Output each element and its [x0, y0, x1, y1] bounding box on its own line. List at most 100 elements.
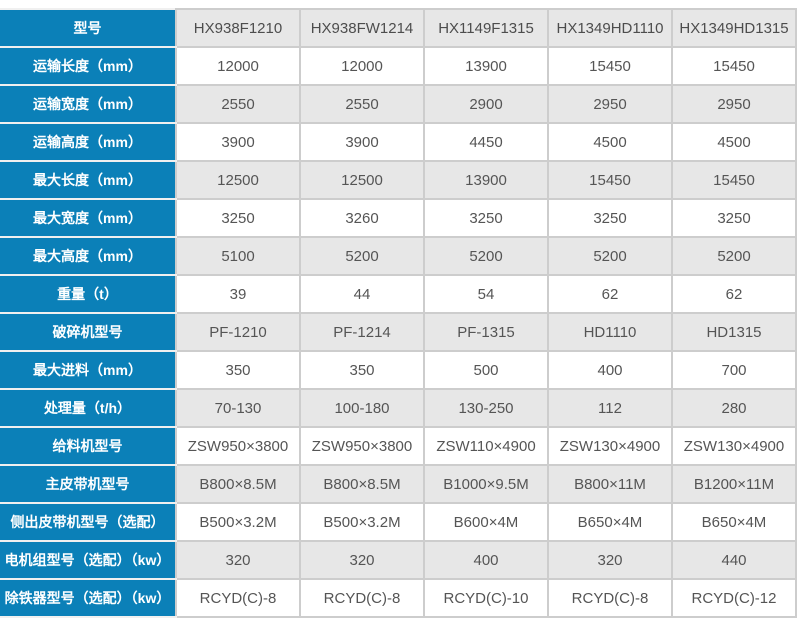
spec-row-main-belt-model: 主皮带机型号 B800×8.5M B800×8.5M B1000×9.5M B8…: [0, 464, 797, 504]
spec-cell: PF-1315: [423, 312, 549, 352]
row-label: 除铁器型号（选配）（kw）: [4, 590, 171, 606]
spec-cell: 3250: [175, 198, 301, 238]
spec-cell: 400: [547, 350, 673, 390]
row-label: 最大高度（mm）: [33, 248, 142, 264]
spec-cell: 3250: [423, 198, 549, 238]
spec-cell: 12500: [175, 160, 301, 200]
spec-cell: B800×8.5M: [175, 464, 301, 504]
spec-cell: 350: [175, 350, 301, 390]
row-label: 重量（t）: [57, 286, 118, 302]
spec-cell: B500×3.2M: [299, 502, 425, 542]
spec-cell: 62: [547, 274, 673, 314]
spec-cell: 2900: [423, 84, 549, 124]
spec-row-genset-model: 电机组型号（选配）（kw） 320 320 400 320 440: [0, 540, 797, 580]
spec-cell: PF-1214: [299, 312, 425, 352]
row-label: 最大长度（mm）: [33, 172, 142, 188]
spec-cell: ZSW110×4900: [423, 426, 549, 466]
row-label: 破碎机型号: [52, 324, 123, 340]
spec-cell: 62: [671, 274, 797, 314]
spec-cell: B800×8.5M: [299, 464, 425, 504]
row-label-cell: 主皮带机型号: [0, 464, 177, 504]
spec-cell: 280: [671, 388, 797, 428]
row-label: 电机组型号（选配）（kw）: [4, 552, 171, 568]
spec-cell: 70-130: [175, 388, 301, 428]
spec-cell: 320: [547, 540, 673, 580]
spec-cell: 4450: [423, 122, 549, 162]
spec-cell: 13900: [423, 160, 549, 200]
row-label-cell: 破碎机型号: [0, 312, 177, 352]
row-label: 最大进料（mm）: [33, 362, 142, 378]
spec-cell: 3900: [299, 122, 425, 162]
spec-cell: 12000: [299, 46, 425, 86]
spec-cell: ZSW950×3800: [175, 426, 301, 466]
spec-cell: 5200: [671, 236, 797, 276]
header-model: HX938FW1214: [299, 8, 425, 48]
spec-row-max-feed: 最大进料（mm） 350 350 500 400 700: [0, 350, 797, 390]
spec-cell: 5200: [547, 236, 673, 276]
spec-row-max-height: 最大高度（mm） 5100 5200 5200 5200 5200: [0, 236, 797, 276]
row-label: 最大宽度（mm）: [33, 210, 142, 226]
spec-cell: 5200: [423, 236, 549, 276]
header-model: HX1349HD1110: [547, 8, 673, 48]
spec-cell: 500: [423, 350, 549, 390]
spec-cell: 13900: [423, 46, 549, 86]
row-label: 运输长度（mm）: [33, 58, 142, 74]
spec-cell: B500×3.2M: [175, 502, 301, 542]
spec-cell: RCYD(C)-12: [671, 578, 797, 618]
spec-row-crusher-model: 破碎机型号 PF-1210 PF-1214 PF-1315 HD1110 HD1…: [0, 312, 797, 352]
spec-row-max-width: 最大宽度（mm） 3250 3260 3250 3250 3250: [0, 198, 797, 238]
spec-cell: HD1110: [547, 312, 673, 352]
spec-cell: B1000×9.5M: [423, 464, 549, 504]
header-model: HX1349HD1315: [671, 8, 797, 48]
spec-cell: 39: [175, 274, 301, 314]
spec-cell: 3900: [175, 122, 301, 162]
spec-cell: B650×4M: [547, 502, 673, 542]
spec-cell: 100-180: [299, 388, 425, 428]
spec-row-capacity: 处理量（t/h） 70-130 100-180 130-250 112 280: [0, 388, 797, 428]
spec-cell: 4500: [547, 122, 673, 162]
spec-cell: 4500: [671, 122, 797, 162]
spec-table: 型号 HX938F1210 HX938FW1214 HX1149F1315 HX…: [0, 8, 797, 618]
row-label-cell: 运输宽度（mm）: [0, 84, 177, 124]
spec-cell: 2550: [175, 84, 301, 124]
row-label-cell: 最大宽度（mm）: [0, 198, 177, 238]
spec-cell: RCYD(C)-10: [423, 578, 549, 618]
spec-row-transport-height: 运输高度（mm） 3900 3900 4450 4500 4500: [0, 122, 797, 162]
spec-cell: RCYD(C)-8: [547, 578, 673, 618]
spec-row-side-belt-model: 侧出皮带机型号（选配） B500×3.2M B500×3.2M B600×4M …: [0, 502, 797, 542]
row-label-cell: 运输长度（mm）: [0, 46, 177, 86]
spec-cell: 2950: [671, 84, 797, 124]
row-label: 主皮带机型号: [45, 476, 130, 492]
row-label: 侧出皮带机型号（选配）: [10, 514, 165, 530]
spec-cell: 12000: [175, 46, 301, 86]
spec-cell: 15450: [547, 160, 673, 200]
header-model: HX1149F1315: [423, 8, 549, 48]
header-row: 型号 HX938F1210 HX938FW1214 HX1149F1315 HX…: [0, 8, 797, 48]
spec-cell: ZSW130×4900: [547, 426, 673, 466]
spec-cell: 3260: [299, 198, 425, 238]
spec-cell: 12500: [299, 160, 425, 200]
spec-cell: 15450: [671, 46, 797, 86]
spec-row-transport-length: 运输长度（mm） 12000 12000 13900 15450 15450: [0, 46, 797, 86]
spec-cell: 112: [547, 388, 673, 428]
spec-cell: HD1315: [671, 312, 797, 352]
spec-cell: ZSW130×4900: [671, 426, 797, 466]
row-label-cell: 处理量（t/h）: [0, 388, 177, 428]
row-label-cell: 最大进料（mm）: [0, 350, 177, 390]
spec-cell: B1200×11M: [671, 464, 797, 504]
spec-cell: 3250: [671, 198, 797, 238]
row-label-cell: 除铁器型号（选配）（kw）: [0, 578, 177, 618]
spec-cell: 44: [299, 274, 425, 314]
spec-row-feeder-model: 给料机型号 ZSW950×3800 ZSW950×3800 ZSW110×490…: [0, 426, 797, 466]
spec-cell: B800×11M: [547, 464, 673, 504]
spec-row-weight: 重量（t） 39 44 54 62 62: [0, 274, 797, 314]
spec-cell: B650×4M: [671, 502, 797, 542]
header-model-label: 型号: [73, 20, 102, 36]
spec-row-iron-remover-model: 除铁器型号（选配）（kw） RCYD(C)-8 RCYD(C)-8 RCYD(C…: [0, 578, 797, 618]
spec-cell: 440: [671, 540, 797, 580]
spec-cell: PF-1210: [175, 312, 301, 352]
spec-cell: 130-250: [423, 388, 549, 428]
header-model: HX938F1210: [175, 8, 301, 48]
spec-cell: 54: [423, 274, 549, 314]
spec-cell: 320: [175, 540, 301, 580]
